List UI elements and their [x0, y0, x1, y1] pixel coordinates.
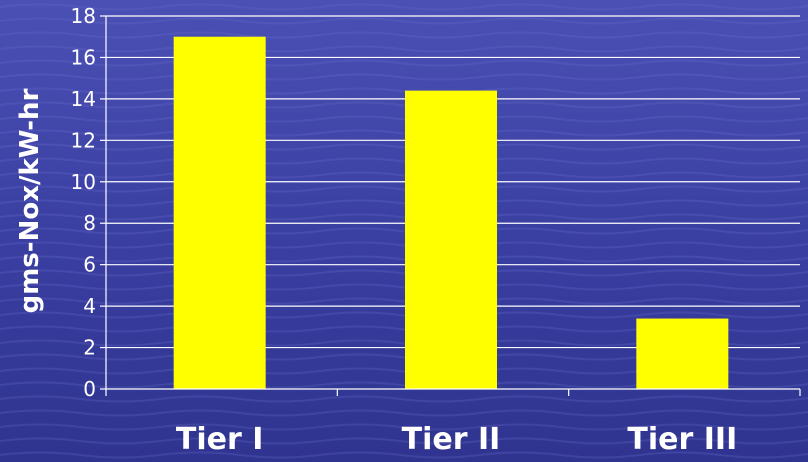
bar-tier-iii	[636, 318, 729, 389]
y-tick-label: 8	[83, 211, 96, 235]
y-tick-label: 0	[83, 377, 96, 401]
y-tick-label: 16	[71, 45, 96, 69]
x-tick-label: Tier I	[176, 422, 264, 457]
y-tick-label: 12	[71, 128, 96, 152]
y-tick-label: 18	[71, 4, 96, 28]
bars	[173, 36, 729, 389]
y-tick-label: 6	[83, 253, 96, 277]
bar-tier-i	[173, 36, 266, 389]
y-tick-label: 10	[71, 170, 96, 194]
y-axis: 0 2 4 6 8 10 12 14 16 18	[71, 4, 107, 401]
bar-tier-ii	[405, 90, 497, 389]
y-tick-label: 2	[83, 336, 96, 360]
y-axis-label: gms-Nox/kW-hr	[15, 88, 45, 313]
y-tick-label: 4	[83, 294, 96, 318]
x-axis: Tier I Tier II Tier III	[105, 388, 801, 457]
x-tick-label: Tier II	[402, 422, 501, 457]
x-tick-label: Tier III	[627, 422, 737, 457]
y-tick-label: 14	[71, 87, 96, 111]
